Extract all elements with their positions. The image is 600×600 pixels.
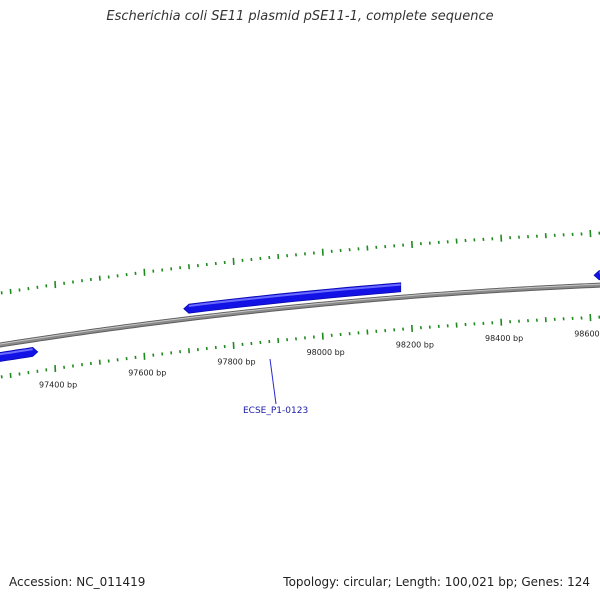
scale-label: 97400 bp xyxy=(39,381,77,390)
scale-label: 97800 bp xyxy=(217,357,255,366)
backbone-track xyxy=(0,282,600,348)
accession-label: Accession: NC_011419 xyxy=(9,575,146,589)
scale-label: 98600 bp xyxy=(574,330,600,339)
gene-label-leader xyxy=(269,358,277,405)
gene-track xyxy=(0,270,600,362)
gene-2-highlight xyxy=(188,283,401,307)
backbone-highlight xyxy=(0,283,600,345)
scale-label: 98200 bp xyxy=(396,340,434,349)
scale-label: 98000 bp xyxy=(307,348,345,357)
sequence-summary: Topology: circular; Length: 100,021 bp; … xyxy=(283,575,590,589)
backbone-line xyxy=(0,283,600,347)
outer-tick-track xyxy=(0,230,600,295)
gene-labels: ECSE_P1-0123 xyxy=(243,358,308,416)
scale-label: 97600 bp xyxy=(128,368,166,377)
scale-label: 98400 bp xyxy=(485,334,523,343)
map-title: Escherichia coli SE11 plasmid pSE11-1, c… xyxy=(106,9,494,24)
scale-labels: 97400 bp 97600 bp 97800 bp 98000 bp 98200 bp… xyxy=(39,330,600,390)
gene-2 xyxy=(183,282,402,314)
gene-1-highlight xyxy=(0,348,33,356)
gene-3 xyxy=(593,270,600,281)
gene-label: ECSE_P1-0123 xyxy=(243,406,308,416)
inner-tick-track xyxy=(0,314,600,379)
